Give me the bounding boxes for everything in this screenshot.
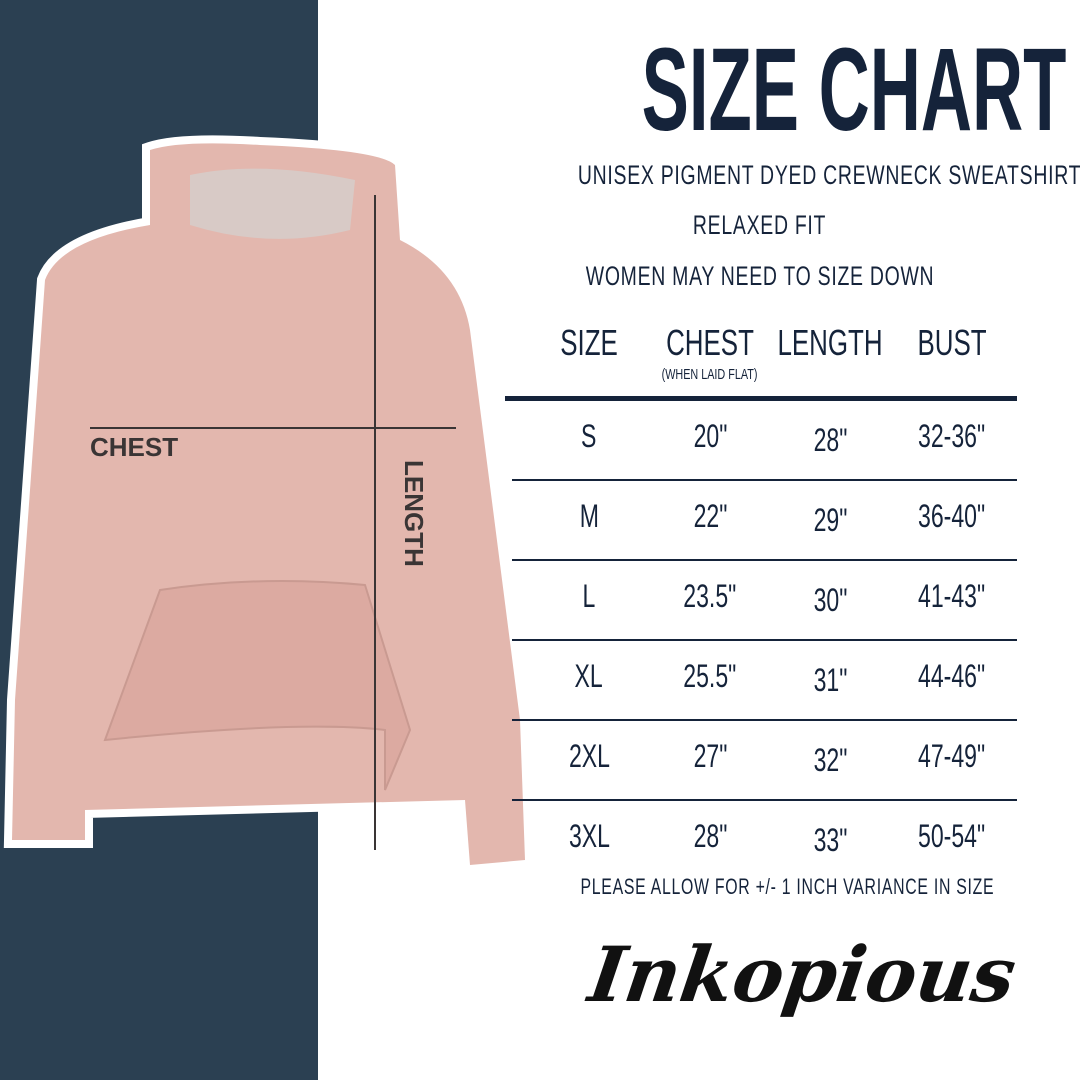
cell-size: M (579, 498, 599, 534)
cell-bust: 41-43" (918, 578, 986, 614)
chest-label: CHEST (90, 432, 179, 462)
brand-logo: Inkopious (583, 930, 1022, 1019)
cell-length: 30" (813, 582, 847, 618)
cell-bust: 50-54" (918, 818, 986, 854)
header-bust: BUST (917, 322, 987, 363)
cell-bust: 47-49" (918, 738, 986, 774)
cell-bust: 32-36" (918, 418, 986, 454)
product-subtitle: UNISEX PIGMENT DYED CREWNECK SWEATSHIRT (577, 160, 1080, 190)
header-chest: CHEST (666, 322, 754, 363)
cell-size: 2XL (568, 738, 610, 774)
row-divider (512, 479, 1017, 481)
advice-text: WOMEN MAY NEED TO SIZE DOWN (585, 261, 935, 291)
header-divider (505, 396, 1017, 401)
cell-size: XL (574, 658, 604, 694)
row-divider (512, 719, 1017, 721)
cell-chest: 28" (693, 818, 727, 854)
cell-chest: 22" (693, 498, 727, 534)
row-divider (512, 799, 1017, 801)
chest-note: (WHEN LAID FLAT) (662, 366, 758, 383)
cell-length: 31" (813, 662, 847, 698)
length-label: LENGTH (399, 460, 429, 567)
cell-chest: 20" (693, 418, 727, 454)
cell-chest: 23.5" (683, 578, 737, 614)
cell-size: L (582, 578, 596, 614)
cell-length: 32" (813, 742, 847, 778)
cell-length: 28" (813, 422, 847, 458)
cell-length: 29" (813, 502, 847, 538)
cell-size: S (581, 418, 597, 454)
fit-text: RELAXED FIT (693, 210, 827, 240)
cell-length: 33" (813, 822, 847, 858)
cell-chest: 25.5" (683, 658, 737, 694)
cell-size: 3XL (568, 818, 610, 854)
header-size: SIZE (560, 322, 618, 363)
cell-bust: 36-40" (918, 498, 986, 534)
header-length: LENGTH (777, 322, 883, 363)
page-title: SIZE CHART (641, 24, 1067, 156)
variance-note: PLEASE ALLOW FOR +/- 1 INCH VARIANCE IN … (580, 874, 995, 899)
row-divider (512, 639, 1017, 641)
cell-bust: 44-46" (918, 658, 986, 694)
row-divider (512, 559, 1017, 561)
cell-chest: 27" (693, 738, 727, 774)
hoodie-image (3, 135, 534, 874)
